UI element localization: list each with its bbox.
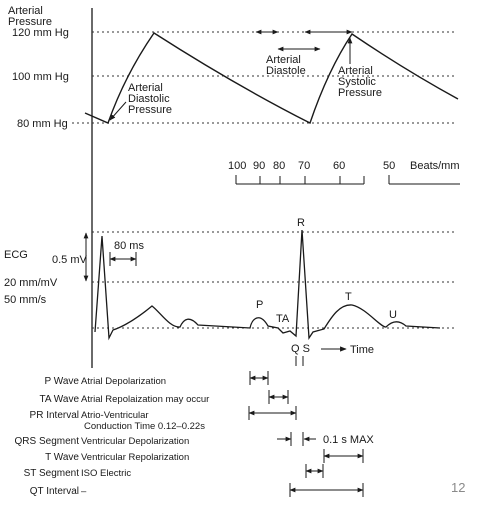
diastolic-pointer bbox=[109, 101, 127, 121]
time-label: Time bbox=[350, 344, 374, 356]
page-number: 12 bbox=[451, 480, 465, 495]
legend-term-t-wave: T Wave bbox=[45, 452, 79, 463]
legend-desc2-pr-interval: Conduction Time 0.12–0.22s bbox=[84, 421, 205, 432]
ecg-section: ECG 0.5 mV 80 ms 20 mm/mV 50 mm/s R P T … bbox=[4, 217, 455, 366]
p80-label: 80 mm Hg bbox=[17, 118, 68, 130]
arterial-diastole-line2: Diastole bbox=[266, 65, 306, 77]
legend-term-qt-interval: QT Interval bbox=[30, 486, 79, 497]
mms-label: 50 mm/s bbox=[4, 294, 47, 306]
beats-tick-70: 70 bbox=[298, 160, 310, 172]
ecg-trace bbox=[94, 229, 441, 341]
legend-term-qrs: QRS Segment bbox=[15, 436, 80, 447]
legend-desc-qrs: Ventricular Depolarization bbox=[81, 436, 189, 447]
legend-desc-st-segment: ISO Electric bbox=[81, 468, 131, 479]
arterial-diastole-line1: Arterial bbox=[266, 54, 301, 66]
arterial-label: Arterial bbox=[8, 5, 43, 17]
beats-scale: 100 90 80 70 60 50 Beats/mm bbox=[228, 160, 460, 185]
ta-wave-label: TA bbox=[276, 313, 290, 325]
qrs-max-label: 0.1 s MAX bbox=[323, 434, 374, 446]
beats-tick-60: 60 bbox=[333, 160, 345, 172]
t-wave-label: T bbox=[345, 291, 352, 303]
legend-term-pr-interval: PR Interval bbox=[30, 410, 79, 421]
u-wave-label: U bbox=[389, 309, 397, 321]
legend-desc-p-wave: Atrial Depolarization bbox=[81, 376, 166, 387]
p-wave-label: P bbox=[256, 299, 263, 311]
beats-tick-100: 100 bbox=[228, 160, 246, 172]
beats-tick-50: 50 bbox=[383, 160, 395, 172]
diastolic-pressure-line3: Pressure bbox=[128, 104, 172, 116]
diastolic-pressure-line2: Diastolic bbox=[128, 93, 170, 105]
legend-dash-qt-interval: – bbox=[81, 486, 87, 497]
legend-desc-ta-wave: Atrial Repolaization may occur bbox=[81, 394, 209, 405]
p120-label: 120 mm Hg bbox=[12, 27, 69, 39]
legend-term-ta-wave: TA Wave bbox=[40, 394, 80, 405]
pressure-curve bbox=[84, 32, 459, 124]
legend-desc-t-wave: Ventricular Repolarization bbox=[81, 452, 189, 463]
legend-term-p-wave: P Wave bbox=[45, 376, 80, 387]
pressure-label: Pressure bbox=[8, 16, 52, 28]
diastolic-pressure-line1: Arterial bbox=[128, 82, 163, 94]
pressure-section: Arterial Pressure 120 mm Hg 100 mm Hg 80… bbox=[8, 5, 459, 368]
mmmv-label: 20 mm/mV bbox=[4, 277, 58, 289]
legend: P Wave Atrial Depolarization TA Wave Atr… bbox=[15, 371, 374, 497]
beats-tick-90: 90 bbox=[253, 160, 265, 172]
systolic-pressure-line1: Arterial bbox=[338, 65, 373, 77]
mv-label: 0.5 mV bbox=[52, 254, 88, 266]
qs-label: Q S bbox=[291, 343, 310, 355]
systolic-pressure-line2: Systolic bbox=[338, 76, 376, 88]
beats-unit: Beats/mm bbox=[410, 160, 460, 172]
legend-desc-pr-interval: Atrio-Ventricular bbox=[81, 410, 149, 421]
legend-term-st-segment: ST Segment bbox=[24, 468, 80, 479]
systolic-pressure-line3: Pressure bbox=[338, 87, 382, 99]
p100-label: 100 mm Hg bbox=[12, 71, 69, 83]
ms-label: 80 ms bbox=[114, 240, 144, 252]
r-wave-label: R bbox=[297, 217, 305, 229]
beats-tick-80: 80 bbox=[273, 160, 285, 172]
ecg-label: ECG bbox=[4, 249, 28, 261]
